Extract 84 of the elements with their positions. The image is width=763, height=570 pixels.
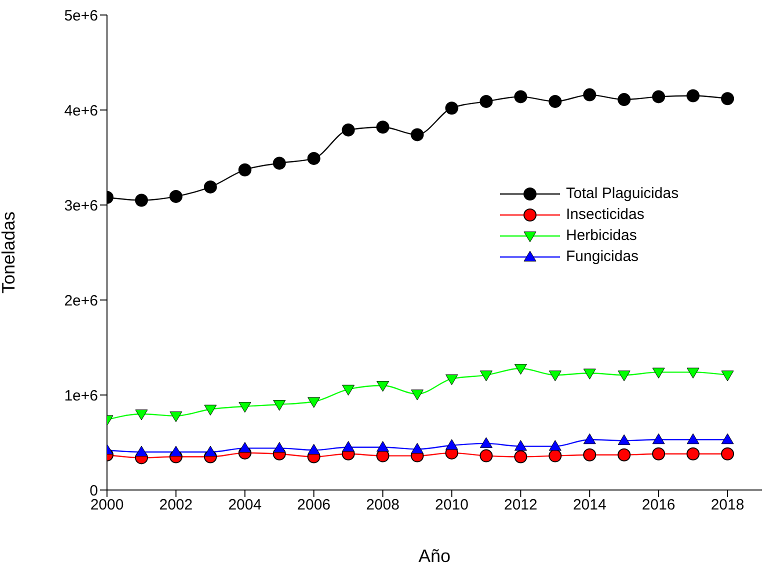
- point: [514, 440, 527, 451]
- point: [376, 381, 390, 392]
- point: [308, 444, 320, 455]
- point: [445, 439, 458, 450]
- point: [721, 447, 734, 460]
- point: [411, 442, 424, 454]
- point: [514, 450, 528, 464]
- point: [514, 90, 528, 104]
- point: [410, 128, 424, 142]
- point: [238, 442, 252, 453]
- point: [135, 410, 148, 420]
- y-tick-label: 4e+6: [64, 102, 98, 120]
- point: [480, 449, 493, 462]
- y-axis-title: Toneladas: [0, 211, 18, 294]
- point: [273, 400, 286, 411]
- x-tick-label: 2002: [159, 496, 193, 514]
- legend-label: Fungicidas: [566, 248, 639, 265]
- legend-label: Total Plaguicidas: [566, 185, 679, 202]
- x-tick-label: 2008: [366, 496, 400, 514]
- point: [652, 368, 665, 378]
- point: [583, 448, 596, 462]
- point: [307, 152, 320, 165]
- point: [548, 370, 562, 382]
- point: [686, 89, 700, 102]
- point: [548, 449, 562, 462]
- point: [721, 92, 734, 106]
- point: [652, 447, 666, 460]
- point: [135, 446, 148, 456]
- point: [238, 402, 252, 413]
- point: [652, 433, 665, 444]
- x-tick-label: 2004: [228, 496, 262, 514]
- point: [721, 370, 734, 382]
- point: [134, 194, 148, 207]
- x-tick-label: 2014: [572, 496, 606, 514]
- legend-label: Insecticidas: [566, 206, 644, 223]
- point: [583, 368, 596, 380]
- point: [376, 441, 390, 452]
- x-tick-label: 2012: [504, 496, 538, 514]
- point: [170, 446, 182, 456]
- point: [618, 448, 631, 462]
- point: [548, 440, 562, 451]
- point: [445, 374, 458, 386]
- x-tick-label: 2006: [297, 496, 331, 514]
- point: [376, 120, 390, 134]
- point: [342, 123, 355, 136]
- x-tick-label: 2016: [642, 496, 676, 514]
- point: [686, 447, 700, 460]
- point: [583, 433, 596, 444]
- point: [618, 93, 631, 106]
- point: [686, 368, 700, 378]
- x-axis-title: Año: [418, 546, 451, 566]
- y-tick-label: 1e+6: [64, 387, 98, 404]
- point: [273, 442, 286, 453]
- point: [480, 370, 492, 382]
- point: [514, 364, 527, 375]
- point: [480, 94, 493, 108]
- x-tick-label: 2000: [90, 496, 124, 514]
- point: [618, 434, 630, 446]
- point: [445, 102, 458, 115]
- point: [170, 411, 182, 422]
- point: [308, 397, 320, 408]
- point: [411, 390, 424, 400]
- x-tick-label: 2018: [710, 496, 744, 514]
- y-tick-label: 2e+6: [64, 292, 98, 310]
- point: [548, 94, 562, 108]
- point: [169, 190, 182, 203]
- y-tick-label: 3e+6: [64, 197, 98, 214]
- legend-label: Herbicidas: [566, 227, 637, 244]
- point: [583, 88, 596, 102]
- x-tick-label: 2010: [435, 496, 468, 514]
- y-tick-label: 0: [90, 482, 98, 500]
- point: [272, 156, 286, 170]
- point: [342, 384, 355, 396]
- y-tick-label: 5e+6: [64, 7, 98, 24]
- point: [652, 90, 666, 104]
- point: [342, 441, 355, 452]
- point: [204, 180, 217, 194]
- point: [204, 446, 217, 456]
- point: [204, 404, 217, 416]
- point: [618, 370, 630, 382]
- point: [721, 433, 734, 444]
- point: [238, 163, 252, 176]
- point: [480, 437, 492, 448]
- point: [686, 433, 700, 444]
